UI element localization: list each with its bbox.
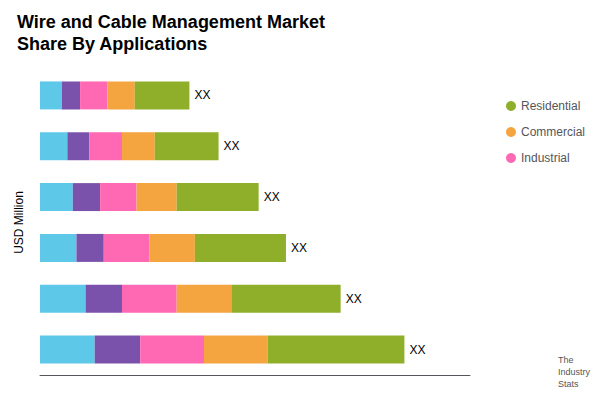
svg-text:Industrial: Industrial [521, 151, 570, 165]
svg-text:XX: XX [291, 241, 307, 255]
svg-text:Wire and Cable Management Mark: Wire and Cable Management Market [17, 12, 325, 32]
svg-text:XX: XX [194, 88, 210, 102]
svg-text:Commercial: Commercial [521, 125, 585, 139]
svg-text:USD Million: USD Million [12, 191, 26, 254]
svg-text:XX: XX [346, 292, 362, 306]
svg-text:Industry: Industry [558, 367, 591, 377]
svg-text:XX: XX [264, 190, 280, 204]
svg-text:Residential: Residential [521, 99, 580, 113]
svg-text:Share By Applications: Share By Applications [17, 34, 207, 54]
svg-text:XX: XX [224, 139, 240, 153]
svg-text:The: The [558, 355, 574, 365]
svg-text:XX: XX [409, 343, 425, 357]
svg-text:Stats: Stats [558, 379, 579, 389]
